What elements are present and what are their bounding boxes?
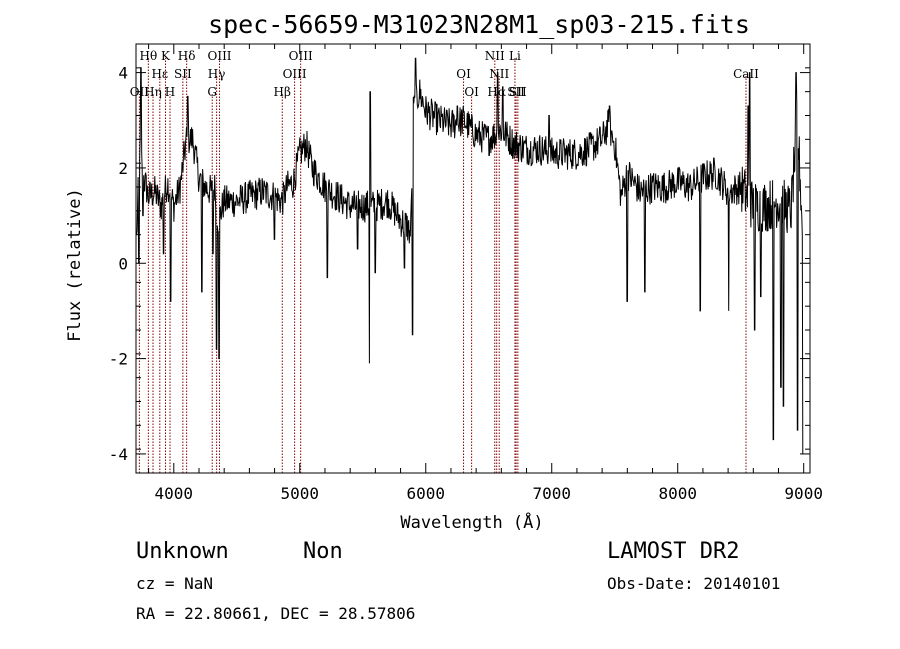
y-axis: -4 -2 0 2 4: [109, 43, 810, 474]
spectral-line-label: Hθ: [139, 49, 157, 63]
y-tick-label: 4: [118, 64, 128, 83]
y-tick-label: -2: [109, 350, 128, 369]
y-tick-label: 0: [118, 254, 128, 273]
object-class: Unknown: [136, 539, 229, 564]
coordinates-line: RA = 22.80661, DEC = 28.57806: [136, 604, 416, 623]
spectral-line-label: OIII: [283, 67, 307, 81]
spectral-line-label: OII: [130, 85, 150, 99]
spectral-line-label: OIII: [207, 49, 231, 63]
x-tick-label: 6000: [406, 484, 445, 503]
spectral-line-label: SII: [174, 67, 192, 81]
x-axis-label: Wavelength (Å): [400, 511, 543, 533]
y-axis-label: Flux (relative): [65, 188, 85, 342]
x-tick-label: 9000: [784, 484, 823, 503]
spectral-line-label: Hγ: [208, 67, 226, 81]
spectral-line-label: G: [207, 85, 217, 99]
spectral-line-label: NII: [489, 67, 509, 81]
spectral-line-label: SII: [507, 85, 525, 99]
survey-name: LAMOST DR2: [607, 539, 740, 564]
spectral-line-label: OIII: [289, 49, 313, 63]
spectral-line-label: Hβ: [274, 85, 291, 99]
redshift-line: cz = NaN: [136, 574, 214, 593]
spectral-line-label: K: [161, 49, 171, 63]
spectral-line-label: SII: [509, 85, 527, 99]
spectral-line-label: Hα: [487, 85, 506, 99]
spectrum-series: [136, 57, 804, 455]
x-tick-label: 4000: [155, 484, 194, 503]
spectral-line-label: Hδ: [178, 49, 196, 63]
spectral-line-label: OI: [464, 85, 479, 99]
spectral-line-label: H: [165, 85, 175, 99]
x-tick-label: 5000: [281, 484, 320, 503]
spectral-line-label: Li: [509, 49, 521, 63]
x-tick-label: 8000: [658, 484, 697, 503]
object-subclass: Non: [303, 539, 343, 564]
y-tick-label: 2: [118, 159, 128, 178]
observation-date: Obs-Date: 20140101: [607, 574, 781, 593]
spectral-line-label: CaII: [733, 67, 759, 81]
spectrum-line: [136, 57, 804, 455]
y-tick-label: -4: [109, 445, 128, 464]
spectral-line-label: Hε: [151, 67, 168, 81]
spectral-line-label: OI: [456, 67, 471, 81]
spectral-line-markers: [138, 58, 747, 473]
x-tick-label: 7000: [532, 484, 571, 503]
spectral-line-label: Hη: [144, 85, 162, 99]
chart-title: spec-56659-M31023N28M1_sp03-215.fits: [208, 10, 750, 39]
spectral-line-label: NII: [485, 49, 505, 63]
x-axis: 4000 5000 6000 7000 8000 9000: [148, 44, 823, 503]
plot-frame: [135, 43, 811, 474]
